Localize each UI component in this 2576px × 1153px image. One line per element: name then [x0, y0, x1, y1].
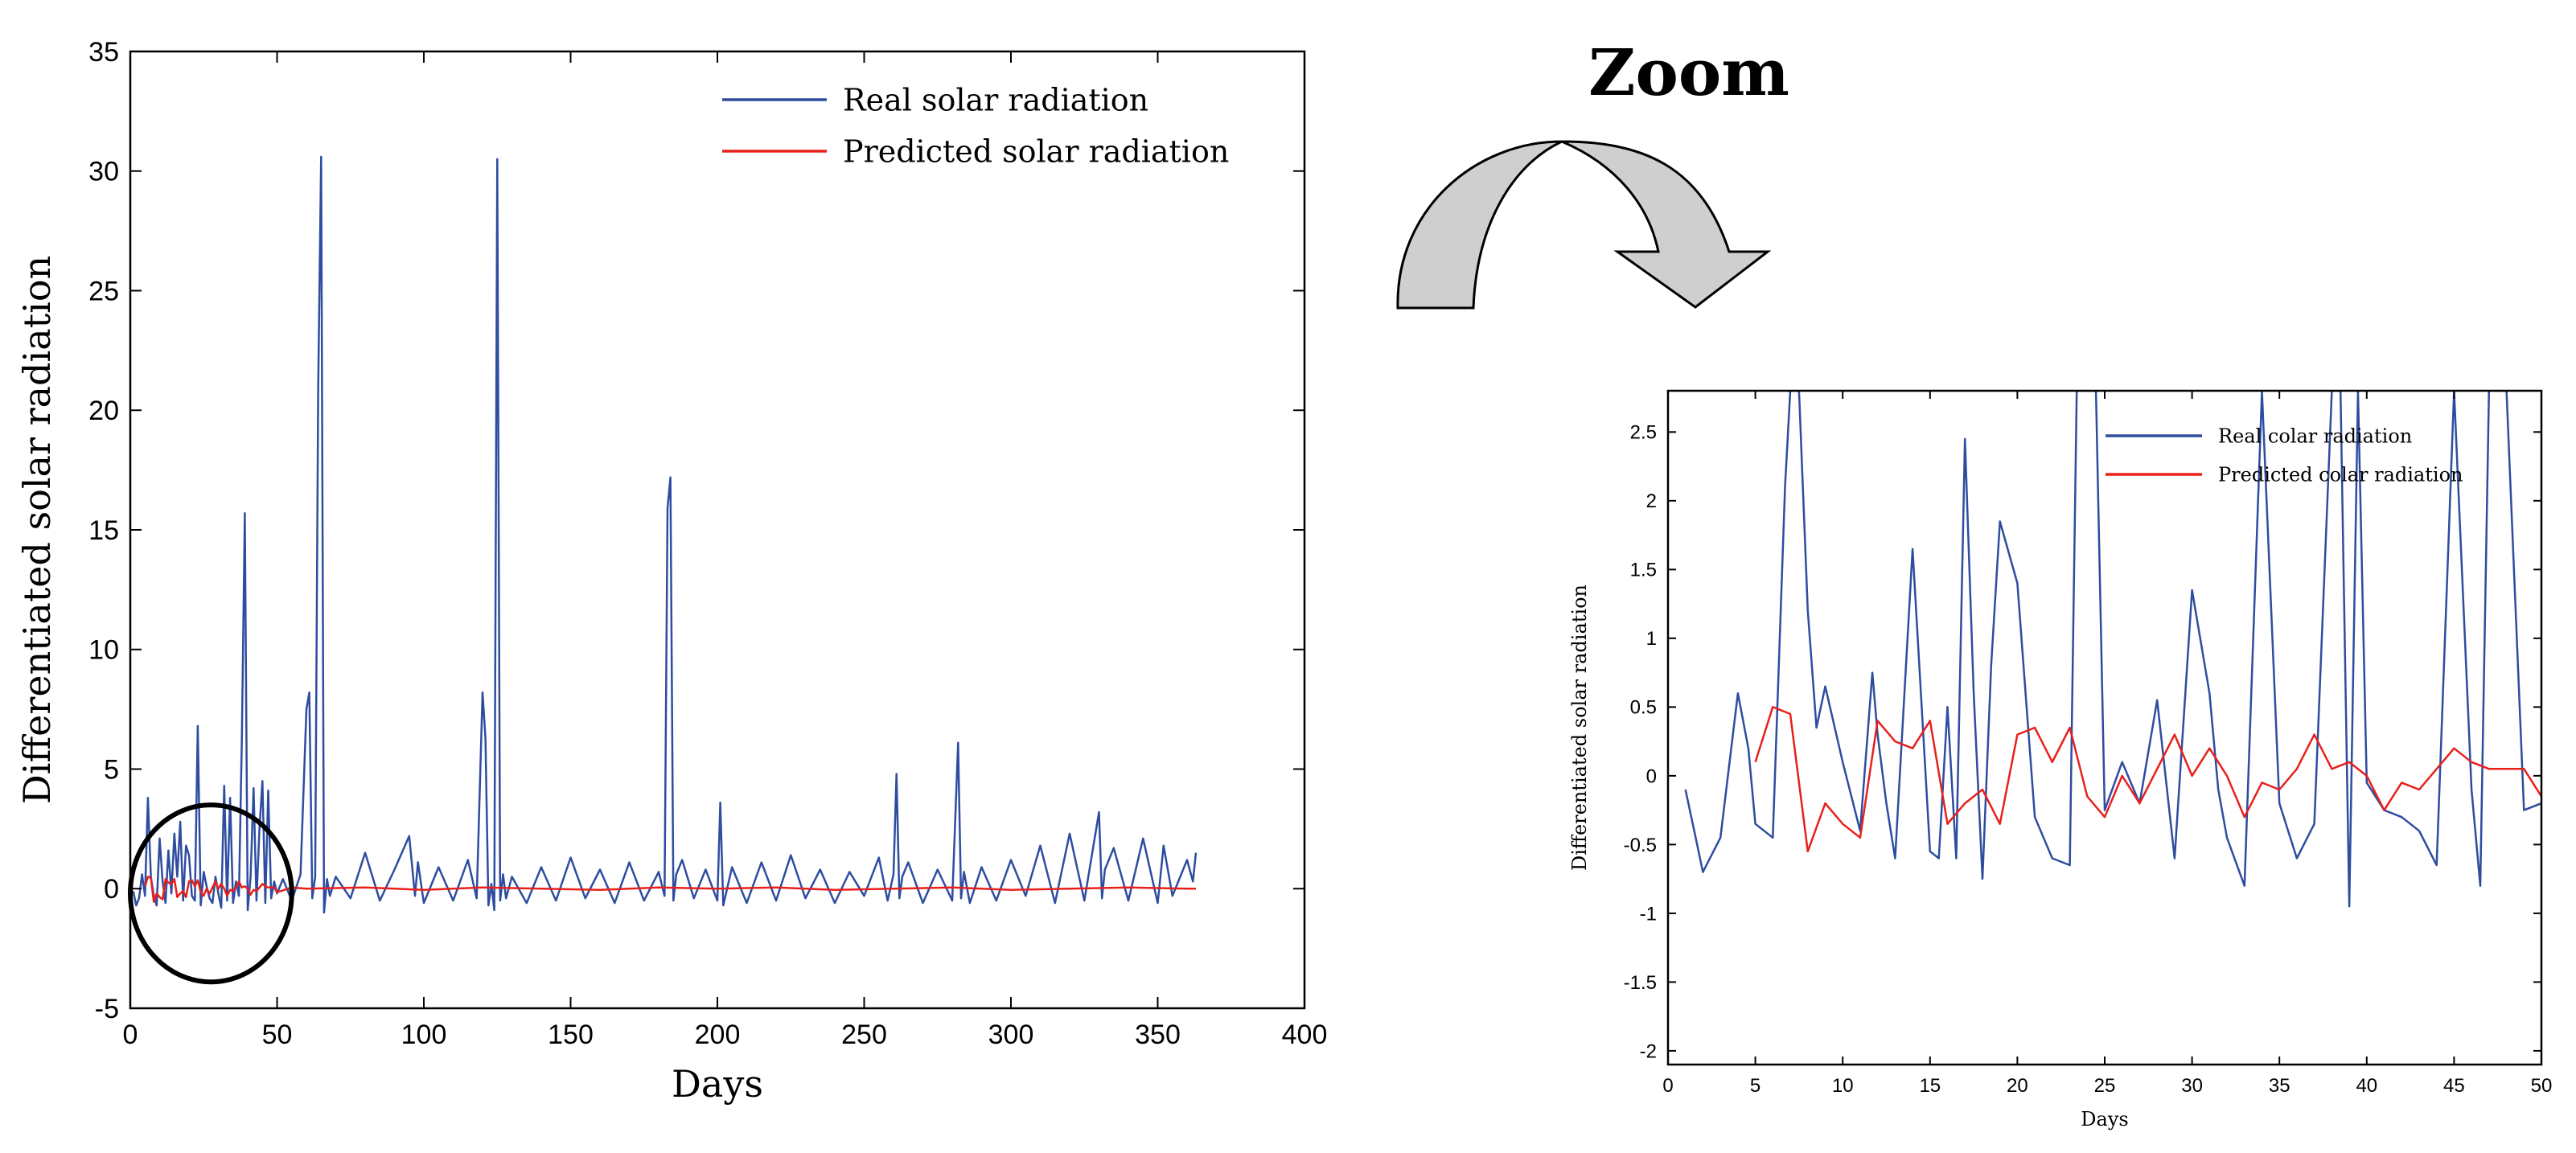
y-tick-label: 1: [1646, 628, 1657, 650]
x-tick-label: 15: [1919, 1075, 1941, 1097]
legend-label-real: Real solar radiation: [843, 82, 1148, 117]
x-tick-label: 50: [2531, 1075, 2553, 1097]
y-axis-label: Differentiated solar radiation: [1568, 585, 1591, 871]
zoom-label: Zoom: [1588, 35, 1789, 110]
y-tick-label: 10: [88, 635, 119, 666]
x-tick-label: 40: [2356, 1075, 2377, 1097]
zoom-arrow: Zoom: [1396, 35, 1789, 310]
x-tick-label: 400: [1282, 1020, 1328, 1050]
series-line-predicted: [1754, 706, 2541, 853]
x-tick-label: 350: [1135, 1020, 1181, 1050]
y-tick-label: 25: [88, 276, 119, 306]
y-tick-label: 1.5: [1630, 560, 1657, 581]
x-tick-label: 0: [123, 1020, 138, 1050]
y-axis-label: Differentiated solar radiation: [15, 256, 59, 804]
plot-frame: [1666, 389, 2543, 1066]
main-chart: 0 50 100 150 200 250 300 350 400-505101520253035…: [15, 37, 1327, 1106]
x-tick-label: 150: [548, 1020, 594, 1050]
y-tick-label: 2.5: [1630, 422, 1657, 444]
y-tick-label: 2: [1646, 490, 1657, 512]
y-tick-label: 0: [104, 874, 119, 905]
x-tick-label: 35: [2269, 1075, 2290, 1097]
x-tick-label: 0: [1662, 1075, 1673, 1097]
y-tick-label: 0: [1646, 765, 1657, 787]
y-tick-label: -1: [1640, 903, 1657, 925]
highlight-circle: [128, 802, 294, 985]
x-tick-label: 10: [1832, 1075, 1854, 1097]
x-axis-label: Days: [672, 1062, 763, 1106]
x-tick-label: 250: [841, 1020, 887, 1050]
x-tick-label: 50: [262, 1020, 293, 1050]
y-tick-label: 15: [88, 515, 119, 546]
x-tick-label: 200: [695, 1020, 741, 1050]
legend-label-real: Real colar radiation: [2218, 425, 2412, 447]
y-tick-label: 20: [88, 396, 119, 426]
x-tick-label: 25: [2094, 1075, 2116, 1097]
y-tick-label: -0.5: [1624, 835, 1657, 856]
curved-arrow-icon: [1396, 140, 1772, 310]
x-tick-label: 45: [2443, 1075, 2465, 1097]
legend-label-predicted: Predicted colar radiation: [2218, 463, 2463, 486]
x-tick-label: 30: [2181, 1075, 2203, 1097]
y-tick-label: 30: [88, 157, 119, 187]
y-tick-label: 5: [104, 754, 119, 785]
y-tick-label: 35: [88, 37, 119, 68]
y-tick-label: -5: [95, 994, 119, 1024]
y-tick-label: -1.5: [1624, 972, 1657, 994]
x-tick-label: 100: [401, 1020, 447, 1050]
x-tick-label: 5: [1750, 1075, 1760, 1097]
series-line-real: [1684, 391, 2541, 908]
x-tick-label: 300: [988, 1020, 1034, 1050]
x-tick-label: 20: [2007, 1075, 2028, 1097]
y-tick-label: 0.5: [1630, 697, 1657, 719]
legend-label-predicted: Predicted solar radiation: [843, 133, 1229, 169]
x-axis-label: Days: [2081, 1108, 2128, 1130]
series-line-real: [132, 155, 1198, 914]
plot-frame: [129, 50, 1306, 1010]
zoom-chart: 0 5 10 15 20 25 30 35 40 45 50 -2 -1.5 -1 -0.5 0 0.5 1 1.5…: [1568, 389, 2553, 1130]
y-tick-label: -2: [1640, 1040, 1657, 1062]
series-line-predicted: [144, 876, 1196, 903]
